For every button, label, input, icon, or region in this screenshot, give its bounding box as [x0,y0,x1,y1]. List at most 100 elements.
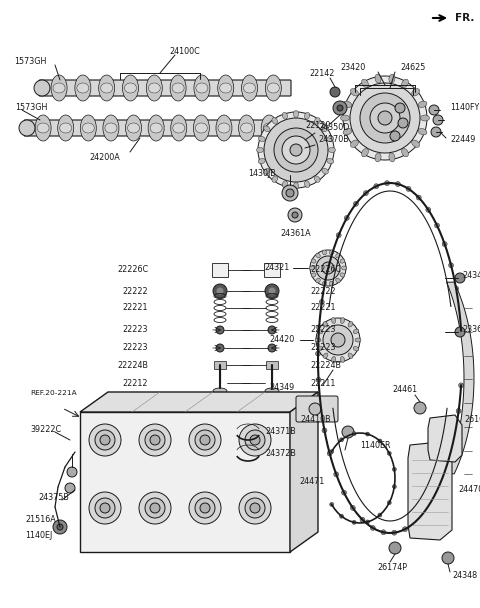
Circle shape [331,333,345,347]
Ellipse shape [340,317,345,323]
Ellipse shape [304,181,310,188]
Circle shape [387,451,391,455]
Text: 22211: 22211 [310,379,336,387]
Circle shape [454,286,458,291]
Ellipse shape [195,123,207,133]
Circle shape [370,103,400,133]
Circle shape [352,520,356,524]
Bar [212,263,228,277]
Circle shape [442,241,447,247]
Text: FR.: FR. [455,13,474,23]
Text: 24371B: 24371B [265,427,296,437]
Text: REF.20-221A: REF.20-221A [30,390,77,396]
Ellipse shape [37,123,49,133]
Ellipse shape [314,118,320,124]
Ellipse shape [323,281,326,286]
Text: 1430JB: 1430JB [248,170,276,179]
Ellipse shape [343,128,352,135]
Ellipse shape [171,115,187,141]
Ellipse shape [58,115,74,141]
Ellipse shape [389,74,395,83]
Circle shape [389,542,401,554]
Circle shape [440,476,445,481]
Text: 24349: 24349 [270,384,295,393]
Circle shape [387,500,391,505]
Text: 24348: 24348 [462,271,480,280]
Circle shape [290,144,302,156]
Circle shape [286,189,294,197]
Circle shape [330,87,340,97]
Circle shape [268,326,276,334]
Ellipse shape [317,347,323,351]
Circle shape [350,83,420,153]
Ellipse shape [293,182,299,190]
Circle shape [216,344,224,352]
Text: 22449: 22449 [450,136,475,145]
Circle shape [309,403,321,415]
Circle shape [434,223,440,228]
Circle shape [282,136,310,164]
Ellipse shape [239,115,254,141]
Circle shape [269,288,275,294]
Circle shape [366,520,370,524]
Ellipse shape [267,83,279,93]
Ellipse shape [243,83,255,93]
Ellipse shape [323,353,328,358]
Circle shape [392,485,396,489]
Ellipse shape [332,317,336,323]
Circle shape [384,181,390,185]
Text: 22142: 22142 [309,69,335,78]
Circle shape [239,492,271,524]
Circle shape [432,494,437,499]
Ellipse shape [263,123,275,133]
Circle shape [189,424,221,456]
Circle shape [337,105,343,111]
Ellipse shape [314,176,320,182]
Ellipse shape [322,168,328,174]
Circle shape [89,424,121,456]
Ellipse shape [196,83,208,93]
Text: 1140ER: 1140ER [360,441,391,449]
Ellipse shape [218,75,234,101]
Ellipse shape [348,322,353,327]
Ellipse shape [148,83,160,93]
Text: 22223: 22223 [310,344,336,353]
Ellipse shape [124,83,136,93]
Ellipse shape [304,112,310,119]
Text: 22223: 22223 [122,344,148,353]
Ellipse shape [101,83,113,93]
Ellipse shape [375,74,381,83]
Ellipse shape [327,159,334,164]
Ellipse shape [361,79,369,88]
Ellipse shape [220,83,232,93]
Ellipse shape [82,123,94,133]
Circle shape [217,288,223,294]
Circle shape [381,530,386,535]
Ellipse shape [316,278,320,283]
Circle shape [319,300,324,305]
Ellipse shape [126,115,142,141]
Text: 22222: 22222 [122,286,148,295]
Text: 24410B: 24410B [300,415,331,424]
Ellipse shape [412,140,420,147]
Bar [266,361,278,369]
Ellipse shape [418,101,427,108]
Circle shape [429,105,439,115]
Ellipse shape [340,115,349,121]
Ellipse shape [389,153,395,162]
Circle shape [213,284,227,298]
Circle shape [350,505,355,510]
Circle shape [334,472,339,477]
Ellipse shape [412,89,420,96]
Ellipse shape [315,338,321,342]
Circle shape [342,426,354,438]
Ellipse shape [53,83,65,93]
Circle shape [245,498,265,518]
Ellipse shape [35,115,51,141]
Circle shape [245,430,265,450]
Polygon shape [290,392,318,552]
Circle shape [366,432,370,436]
Circle shape [189,492,221,524]
Ellipse shape [213,388,227,394]
Ellipse shape [194,75,210,101]
